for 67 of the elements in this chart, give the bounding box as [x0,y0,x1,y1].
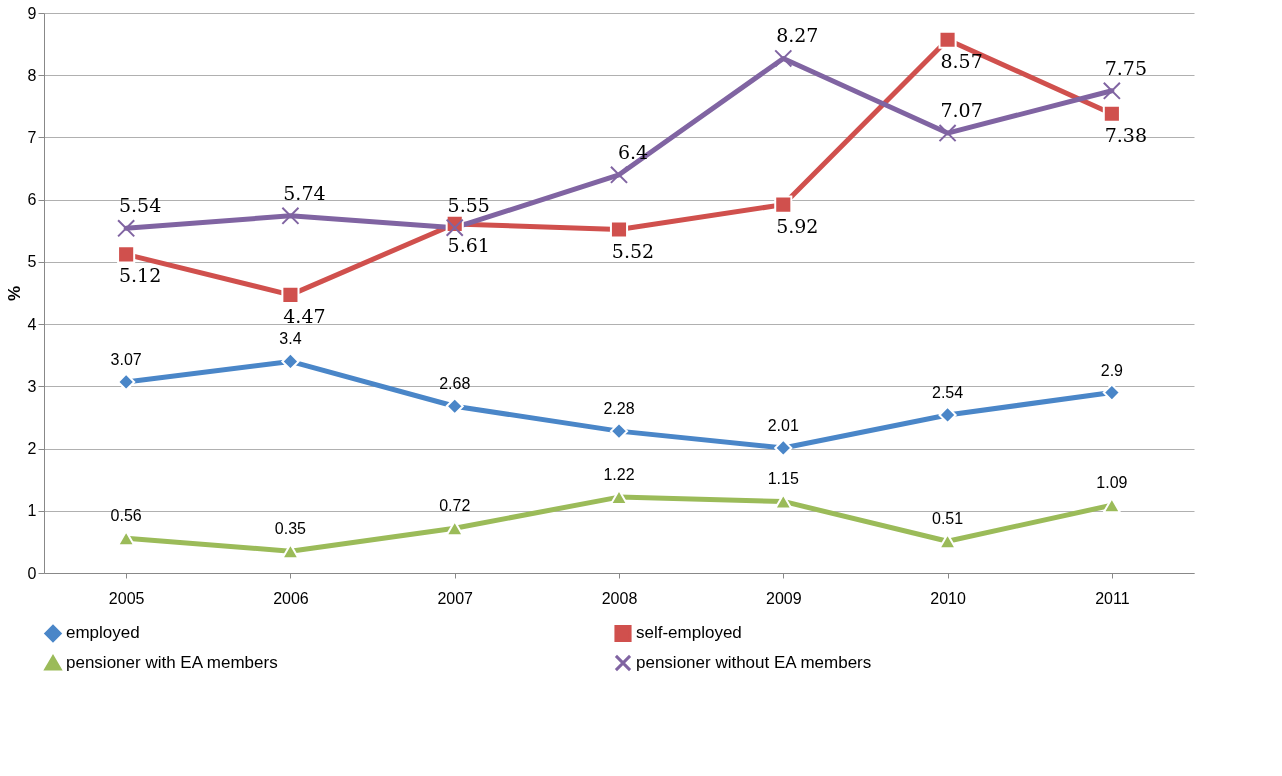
data-label: 0.51 [932,510,964,528]
x-tick-label: 2010 [930,589,966,607]
data-label: 1.15 [767,470,799,488]
data-label: 0.72 [439,497,471,515]
x-tick-label: 2009 [765,589,802,607]
point [774,49,793,68]
y-tick-label: 9 [27,4,37,22]
data-label: 6.4 [617,140,649,163]
data-label: 5.55 [447,193,490,216]
data-label: 7.38 [1104,123,1148,146]
legend-label: pensioner with EA members [66,653,278,672]
point [609,165,629,184]
legend-label: pensioner without EA members [636,653,872,672]
data-label: 2.28 [603,400,635,418]
point [609,220,629,239]
y-tick-label: 4 [27,315,37,333]
data-label: 7.75 [1104,56,1148,79]
x-tick-label: 2007 [437,589,474,607]
point [117,372,136,392]
y-tick-label: 8 [27,66,37,84]
point [281,206,300,225]
x-tick-label: 2011 [1095,589,1130,607]
data-label: 0.56 [110,507,142,525]
x-tick-label: 2008 [601,589,638,607]
y-tick-label: 1 [27,502,37,520]
point [1102,104,1121,123]
data-label: 2.01 [767,416,799,434]
y-axis-title: % [4,285,24,302]
y-tick-label: 7 [27,128,37,146]
point [117,245,136,264]
point [117,219,136,238]
data-label: 1.22 [603,466,635,484]
point [445,218,464,237]
data-label: 5.92 [776,214,819,237]
point [938,124,957,143]
point [774,195,793,214]
data-label: 1.09 [1096,474,1128,492]
x-tick-label: 2005 [108,589,145,607]
y-tick-label: 3 [27,377,37,395]
data-label: 4.47 [283,304,326,327]
point [281,285,300,304]
data-label: 2.54 [932,383,964,401]
data-label: 5.52 [611,239,655,262]
y-tick-label: 6 [27,191,37,209]
point [938,30,957,49]
y-tick-label: 2 [27,440,37,458]
data-label: 8.27 [776,24,819,47]
data-label: 3.4 [279,330,302,348]
y-tick-label: 0 [27,564,37,582]
data-label: 5.54 [118,194,162,217]
legend-label: self-employed [636,623,742,643]
data-label: 5.12 [118,264,162,287]
point [1102,81,1121,100]
legend-label: employed [66,623,140,643]
data-label: 0.35 [274,520,307,538]
x-tick-label: 2006 [273,589,309,607]
data-label: 2.68 [439,375,471,393]
data-label: 5.61 [447,233,490,256]
data-label: 7.07 [940,99,983,122]
data-label: 3.07 [110,350,142,368]
data-label: 2.9 [1100,361,1124,379]
y-tick-label: 5 [27,253,37,271]
data-label: 8.57 [940,49,983,72]
point [938,405,957,425]
point [609,422,629,441]
data-label: 5.74 [283,181,326,204]
point [609,489,629,506]
